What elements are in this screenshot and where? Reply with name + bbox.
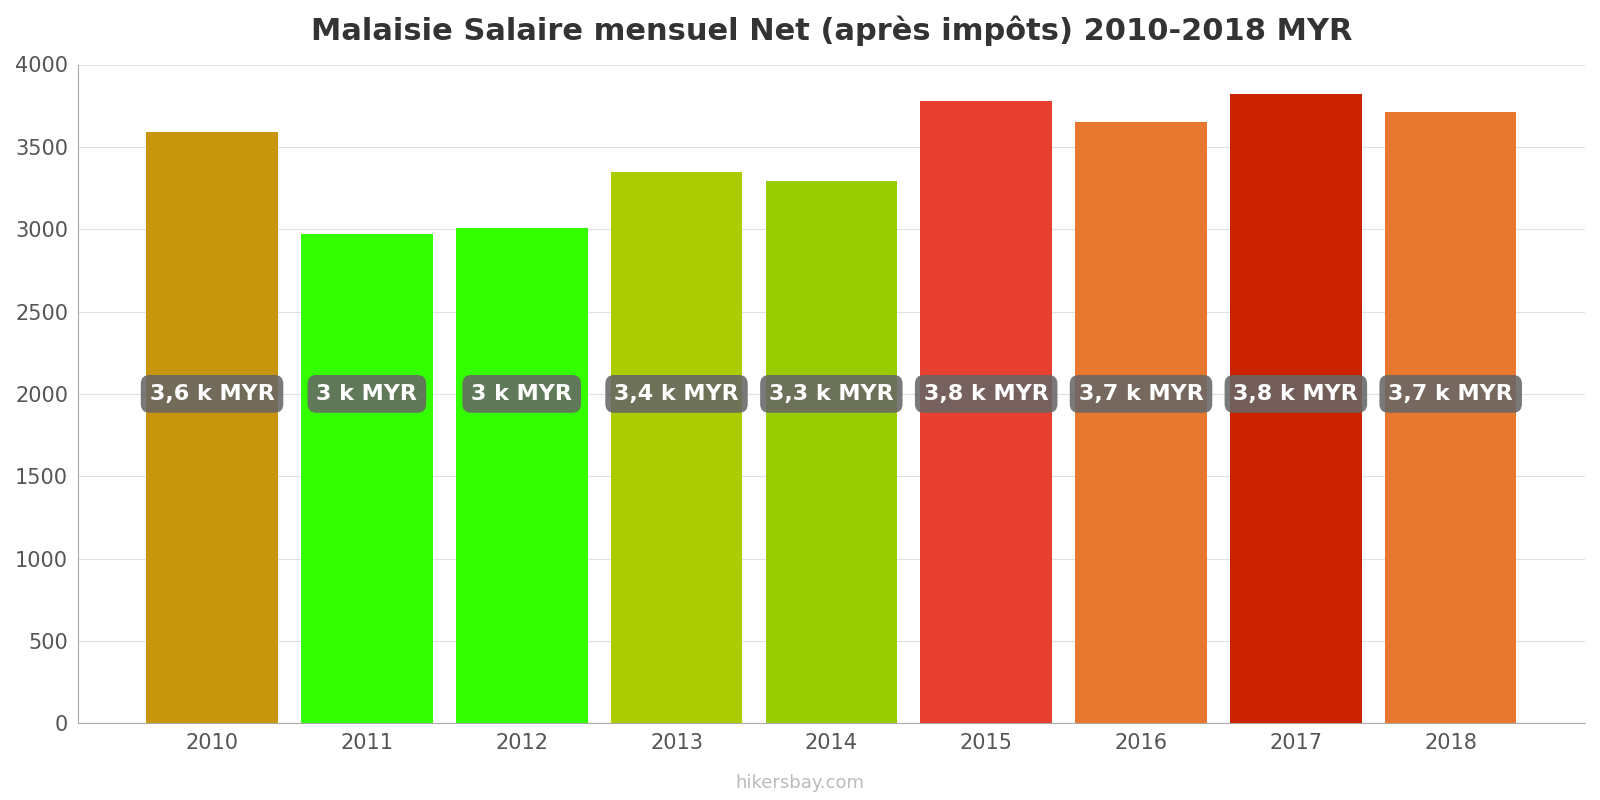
Bar xyxy=(1075,122,1206,723)
Text: 3 k MYR: 3 k MYR xyxy=(472,384,573,404)
Bar xyxy=(1230,94,1362,723)
Bar xyxy=(765,182,898,723)
Text: hikersbay.com: hikersbay.com xyxy=(736,774,864,792)
Text: 3 k MYR: 3 k MYR xyxy=(317,384,418,404)
Bar xyxy=(456,227,587,723)
Text: 3,6 k MYR: 3,6 k MYR xyxy=(150,384,275,404)
Bar xyxy=(146,132,278,723)
Bar xyxy=(301,234,432,723)
Text: 3,8 k MYR: 3,8 k MYR xyxy=(923,384,1048,404)
Bar xyxy=(920,101,1051,723)
Text: 3,8 k MYR: 3,8 k MYR xyxy=(1234,384,1358,404)
Bar xyxy=(611,171,742,723)
Text: 3,7 k MYR: 3,7 k MYR xyxy=(1389,384,1514,404)
Text: 3,3 k MYR: 3,3 k MYR xyxy=(770,384,894,404)
Text: 3,7 k MYR: 3,7 k MYR xyxy=(1078,384,1203,404)
Title: Malaisie Salaire mensuel Net (après impôts) 2010-2018 MYR: Malaisie Salaire mensuel Net (après impô… xyxy=(310,15,1352,46)
Text: 3,4 k MYR: 3,4 k MYR xyxy=(614,384,739,404)
Bar xyxy=(1386,112,1517,723)
